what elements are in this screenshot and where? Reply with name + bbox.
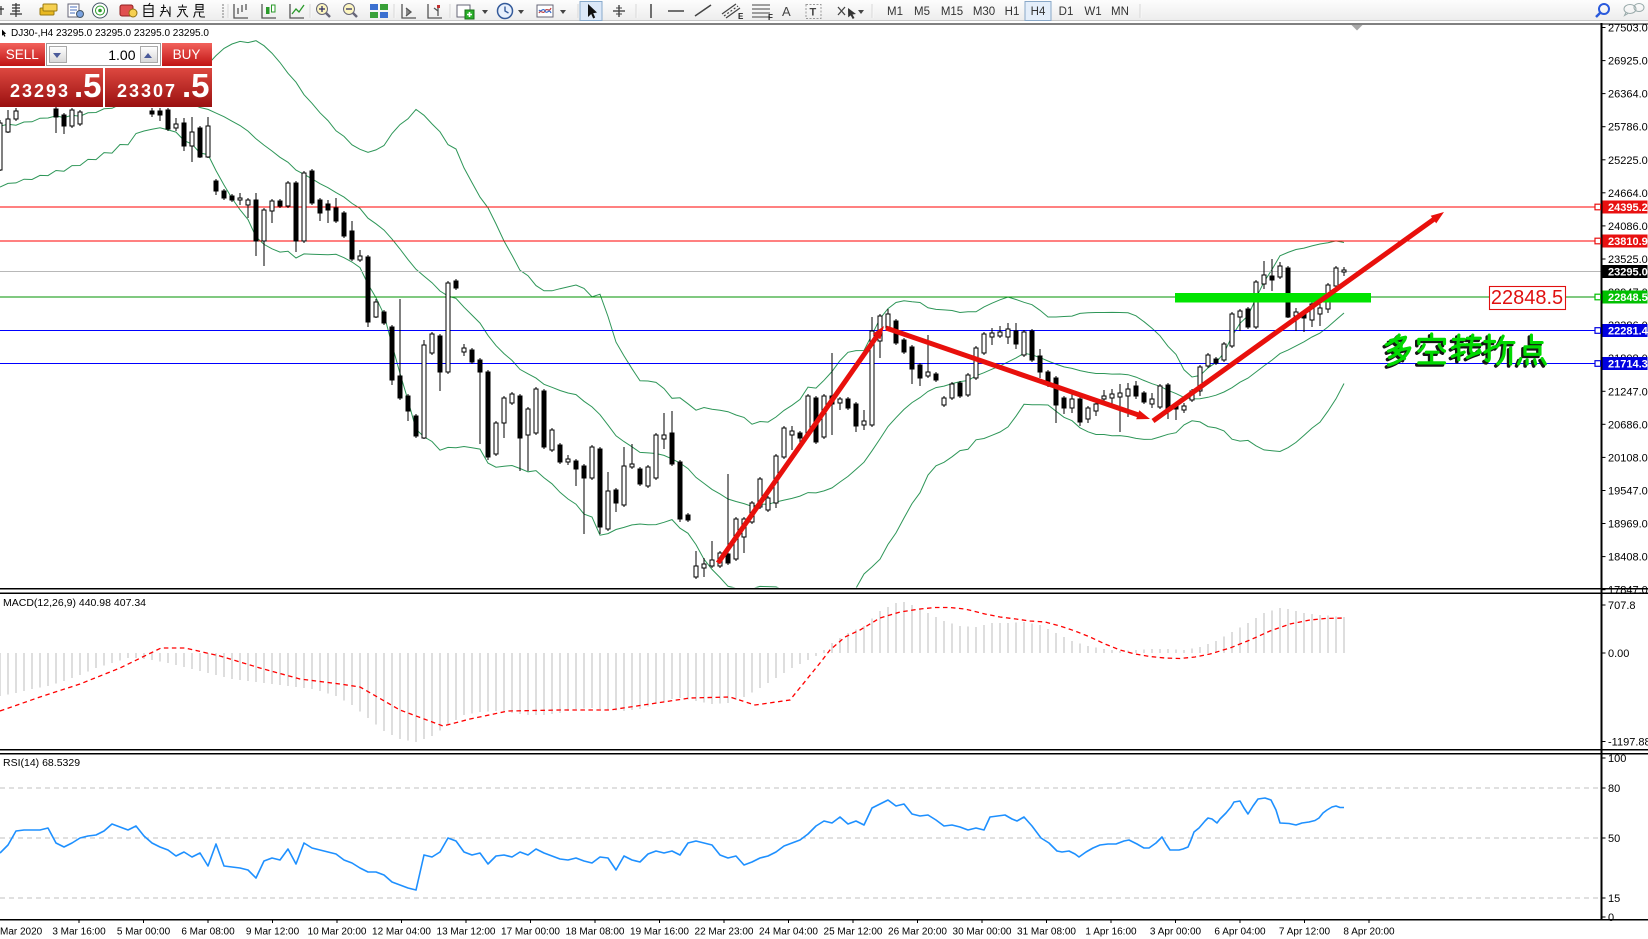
svg-text:25225.0: 25225.0 — [1608, 155, 1648, 167]
svg-text:6 Apr 04:00: 6 Apr 04:00 — [1214, 927, 1266, 938]
svg-text:0: 0 — [1608, 912, 1614, 924]
svg-text:9 Mar 12:00: 9 Mar 12:00 — [246, 927, 300, 938]
svg-text:12 Mar 04:00: 12 Mar 04:00 — [372, 927, 431, 938]
svg-text:17847.0: 17847.0 — [1608, 585, 1648, 597]
svg-text:22848.5: 22848.5 — [1491, 287, 1563, 309]
svg-text:-1197.88: -1197.88 — [1608, 737, 1648, 749]
svg-text:M15: M15 — [941, 6, 963, 18]
svg-text:23810.9: 23810.9 — [1608, 236, 1648, 248]
svg-text:18408.0: 18408.0 — [1608, 552, 1648, 564]
svg-text:19547.0: 19547.0 — [1608, 486, 1648, 498]
svg-text:RSI(14) 68.5329: RSI(14) 68.5329 — [3, 757, 80, 769]
svg-text:M30: M30 — [973, 6, 995, 18]
svg-text:8 Apr 20:00: 8 Apr 20:00 — [1343, 927, 1395, 938]
svg-text:MN: MN — [1111, 6, 1129, 18]
svg-text:MACD(12,26,9) 440.98 407.34: MACD(12,26,9) 440.98 407.34 — [3, 597, 146, 609]
svg-text:80: 80 — [1608, 783, 1620, 795]
svg-text:20108.0: 20108.0 — [1608, 452, 1648, 464]
svg-text:23525.0: 23525.0 — [1608, 254, 1648, 266]
svg-text:31 Mar 08:00: 31 Mar 08:00 — [1017, 927, 1076, 938]
svg-text:25 Mar 12:00: 25 Mar 12:00 — [824, 927, 883, 938]
svg-text:26 Mar 20:00: 26 Mar 20:00 — [888, 927, 947, 938]
svg-text:M1: M1 — [887, 6, 903, 18]
svg-text:21714.3: 21714.3 — [1608, 359, 1648, 371]
svg-text:3 Mar 16:00: 3 Mar 16:00 — [52, 927, 106, 938]
svg-text:25786.0: 25786.0 — [1608, 122, 1648, 134]
svg-text:17 Mar 00:00: 17 Mar 00:00 — [501, 927, 560, 938]
svg-text:W1: W1 — [1084, 6, 1101, 18]
svg-text:T: T — [810, 7, 817, 19]
svg-text:13 Mar 12:00: 13 Mar 12:00 — [437, 927, 496, 938]
svg-text:21247.0: 21247.0 — [1608, 386, 1648, 398]
svg-text:F: F — [768, 13, 773, 22]
svg-text:24086.0: 24086.0 — [1608, 221, 1648, 233]
svg-text:Mar 2020: Mar 2020 — [0, 927, 43, 938]
svg-text:50: 50 — [1608, 833, 1620, 845]
svg-text:18969.0: 18969.0 — [1608, 519, 1648, 531]
svg-text:27503.0: 27503.0 — [1608, 23, 1648, 35]
svg-text:23295.0: 23295.0 — [1608, 267, 1648, 279]
svg-text:24664.0: 24664.0 — [1608, 188, 1648, 200]
svg-text:15: 15 — [1608, 893, 1620, 905]
svg-text:7 Apr 12:00: 7 Apr 12:00 — [1279, 927, 1331, 938]
svg-text:707.8: 707.8 — [1608, 600, 1636, 612]
svg-text:0.00: 0.00 — [1608, 648, 1629, 660]
svg-text:20686.0: 20686.0 — [1608, 419, 1648, 431]
svg-text:6 Mar 08:00: 6 Mar 08:00 — [181, 927, 235, 938]
svg-text:22281.4: 22281.4 — [1608, 326, 1648, 338]
svg-text:24395.2: 24395.2 — [1608, 202, 1648, 214]
svg-text:DJ30-,H4 23295.0 23295.0 2329: DJ30-,H4 23295.0 23295.0 23295.0 23295.0 — [11, 28, 209, 39]
svg-text:3 Apr 00:00: 3 Apr 00:00 — [1150, 927, 1202, 938]
svg-text:10 Mar 20:00: 10 Mar 20:00 — [308, 927, 367, 938]
svg-text:22848.5: 22848.5 — [1608, 292, 1648, 304]
svg-text:A: A — [782, 4, 791, 19]
svg-text:H1: H1 — [1005, 6, 1020, 18]
svg-text:24 Mar 04:00: 24 Mar 04:00 — [759, 927, 818, 938]
svg-text:M5: M5 — [914, 6, 930, 18]
svg-text:26925.0: 26925.0 — [1608, 56, 1648, 68]
svg-text:H4: H4 — [1031, 6, 1046, 18]
svg-text:1 Apr 16:00: 1 Apr 16:00 — [1085, 927, 1137, 938]
svg-text:100: 100 — [1608, 753, 1626, 765]
svg-text:D1: D1 — [1059, 6, 1074, 18]
svg-text:22 Mar 23:00: 22 Mar 23:00 — [695, 927, 754, 938]
svg-text:E: E — [738, 12, 744, 21]
svg-text:5 Mar 00:00: 5 Mar 00:00 — [117, 927, 171, 938]
svg-text:26364.0: 26364.0 — [1608, 89, 1648, 101]
svg-text:19 Mar 16:00: 19 Mar 16:00 — [630, 927, 689, 938]
svg-text:18 Mar 08:00: 18 Mar 08:00 — [566, 927, 625, 938]
svg-text:30 Mar 00:00: 30 Mar 00:00 — [953, 927, 1012, 938]
